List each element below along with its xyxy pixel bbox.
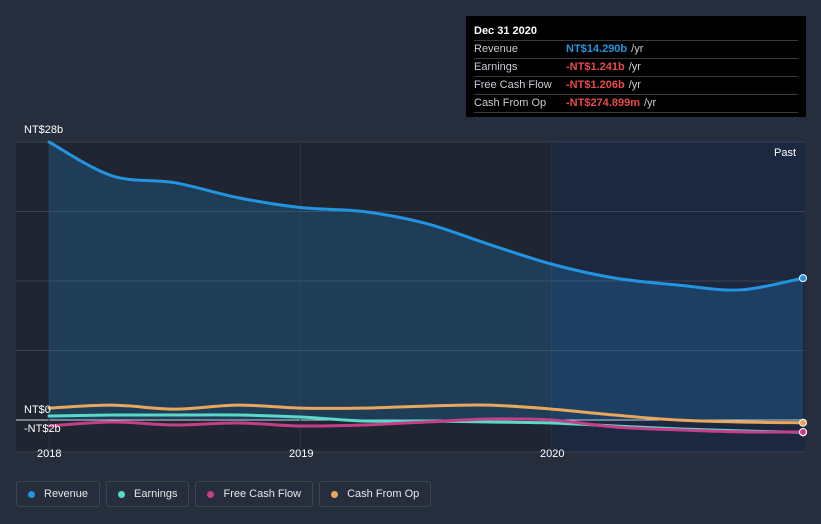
tooltip-value: -NT$1.206b <box>566 79 625 91</box>
x-tick-label-2019: 2019 <box>289 448 314 460</box>
tooltip-value: -NT$274.899m <box>566 97 640 109</box>
cash-from-op-end-point <box>799 418 807 427</box>
tooltip-row-free-cash-flow: Free Cash Flow -NT$1.206b /yr <box>474 77 798 95</box>
tooltip-label: Earnings <box>474 61 518 73</box>
past-label: Past <box>774 147 797 159</box>
free-cash-flow-line <box>47 417 805 434</box>
cash-from-op-dot-icon <box>331 490 339 498</box>
y-tick-label-negative: -NT$2b <box>24 423 61 435</box>
tooltip-unit: /yr <box>628 61 641 73</box>
cash-from-op-line <box>47 403 805 425</box>
tooltip-unit: /yr <box>644 97 657 109</box>
legend-item-earnings[interactable]: Earnings <box>106 481 190 507</box>
tooltip-value: -NT$1.241b <box>566 61 625 73</box>
tooltip: Dec 31 2020 Revenue NT$14.290b /yr Earni… <box>466 16 806 117</box>
tooltip-label: Free Cash Flow <box>474 79 552 91</box>
legend-label: Free Cash Flow <box>223 488 302 500</box>
legend-item-free-cash-flow[interactable]: Free Cash Flow <box>195 481 314 507</box>
revenue-dot-icon <box>28 490 35 498</box>
x-tick-label-2018: 2018 <box>37 448 62 460</box>
past-region <box>552 142 805 452</box>
tooltip-row-earnings: Earnings -NT$1.241b /yr <box>474 59 798 77</box>
free-cash-flow-dot-icon <box>207 490 215 498</box>
revenue-end-point <box>799 274 807 283</box>
legend-label: Revenue <box>44 488 89 500</box>
revenue-area <box>49 142 803 420</box>
legend-label: Earnings <box>134 488 178 500</box>
tooltip-row-revenue: Revenue NT$14.290b /yr <box>474 41 798 59</box>
legend-item-cash-from-op[interactable]: Cash From Op <box>319 481 432 507</box>
x-tick-label-2020: 2020 <box>540 448 565 460</box>
revenue-line <box>47 140 805 292</box>
tooltip-row-cash-from-op: Cash From Op -NT$274.899m /yr <box>474 95 798 113</box>
free-cash-flow-end-point <box>799 427 807 436</box>
tooltip-unit: /yr <box>628 79 641 91</box>
tooltip-unit: /yr <box>631 43 644 55</box>
tooltip-date: Dec 31 2020 <box>474 24 798 41</box>
tooltip-value: NT$14.290b <box>566 43 628 55</box>
earnings-dot-icon <box>118 490 126 498</box>
legend-label: Cash From Op <box>347 488 420 500</box>
tooltip-label: Revenue <box>474 43 519 55</box>
tooltip-label: Cash From Op <box>474 97 547 109</box>
y-tick-label-zero: NT$0 <box>24 404 51 416</box>
legend-item-revenue[interactable]: Revenue <box>16 481 101 507</box>
chart-area <box>16 140 807 453</box>
y-tick-label-top: NT$28b <box>24 124 64 136</box>
legend: Revenue Earnings Free Cash Flow Cash Fro… <box>16 481 437 507</box>
